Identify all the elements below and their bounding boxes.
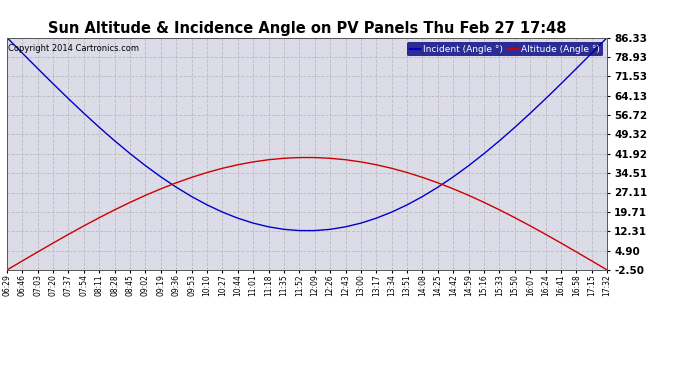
Title: Sun Altitude & Incidence Angle on PV Panels Thu Feb 27 17:48: Sun Altitude & Incidence Angle on PV Pan… — [48, 21, 566, 36]
Legend: Incident (Angle °), Altitude (Angle °): Incident (Angle °), Altitude (Angle °) — [407, 42, 602, 56]
Text: Copyright 2014 Cartronics.com: Copyright 2014 Cartronics.com — [8, 45, 139, 54]
